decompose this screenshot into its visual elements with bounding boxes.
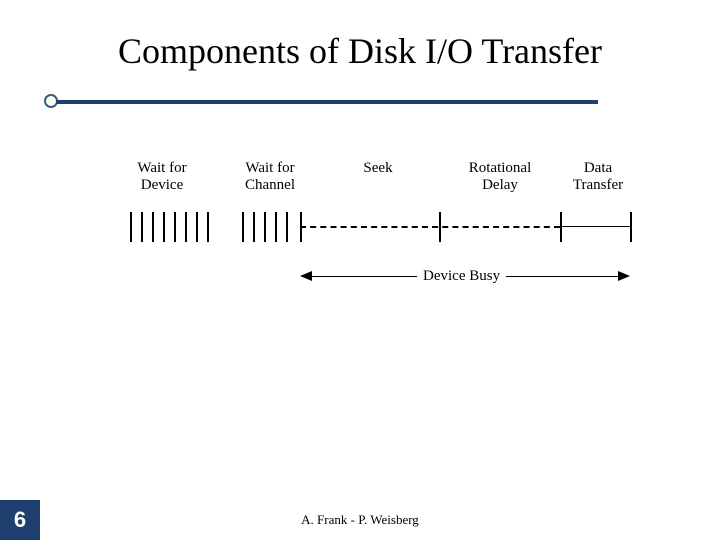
phase-boundary-tick bbox=[560, 212, 562, 242]
queue-tick bbox=[130, 212, 132, 242]
queue-tick bbox=[163, 212, 165, 242]
queue-tick bbox=[185, 212, 187, 242]
queue-tick bbox=[264, 212, 266, 242]
phase-label: Wait forChannel bbox=[225, 160, 315, 195]
footer-credits: A. Frank - P. Weisberg bbox=[0, 512, 720, 528]
queue-tick bbox=[152, 212, 154, 242]
phase-boundary-tick bbox=[630, 212, 632, 242]
slide-title: Components of Disk I/O Transfer bbox=[0, 30, 720, 72]
queue-tick bbox=[196, 212, 198, 242]
device-busy-label: Device Busy bbox=[417, 268, 506, 285]
disk-io-diagram: Wait forDeviceWait forChannelSeekRotatio… bbox=[130, 160, 630, 320]
phase-label: DataTransfer bbox=[553, 160, 643, 195]
phase-label: Wait forDevice bbox=[117, 160, 207, 195]
queue-tick bbox=[286, 212, 288, 242]
queue-tick bbox=[253, 212, 255, 242]
queue-tick bbox=[207, 212, 209, 242]
phase-label: RotationalDelay bbox=[455, 160, 545, 195]
title-underline bbox=[56, 100, 598, 104]
phase-boundary-tick bbox=[300, 212, 302, 242]
queue-tick bbox=[242, 212, 244, 242]
arrow-right-icon bbox=[618, 271, 630, 281]
phase-label: Seek bbox=[333, 160, 423, 177]
queue-tick bbox=[141, 212, 143, 242]
solid-phase-line bbox=[560, 226, 630, 227]
dashed-phase-line bbox=[300, 226, 560, 228]
queue-tick bbox=[174, 212, 176, 242]
queue-tick bbox=[275, 212, 277, 242]
phase-boundary-tick bbox=[439, 212, 441, 242]
